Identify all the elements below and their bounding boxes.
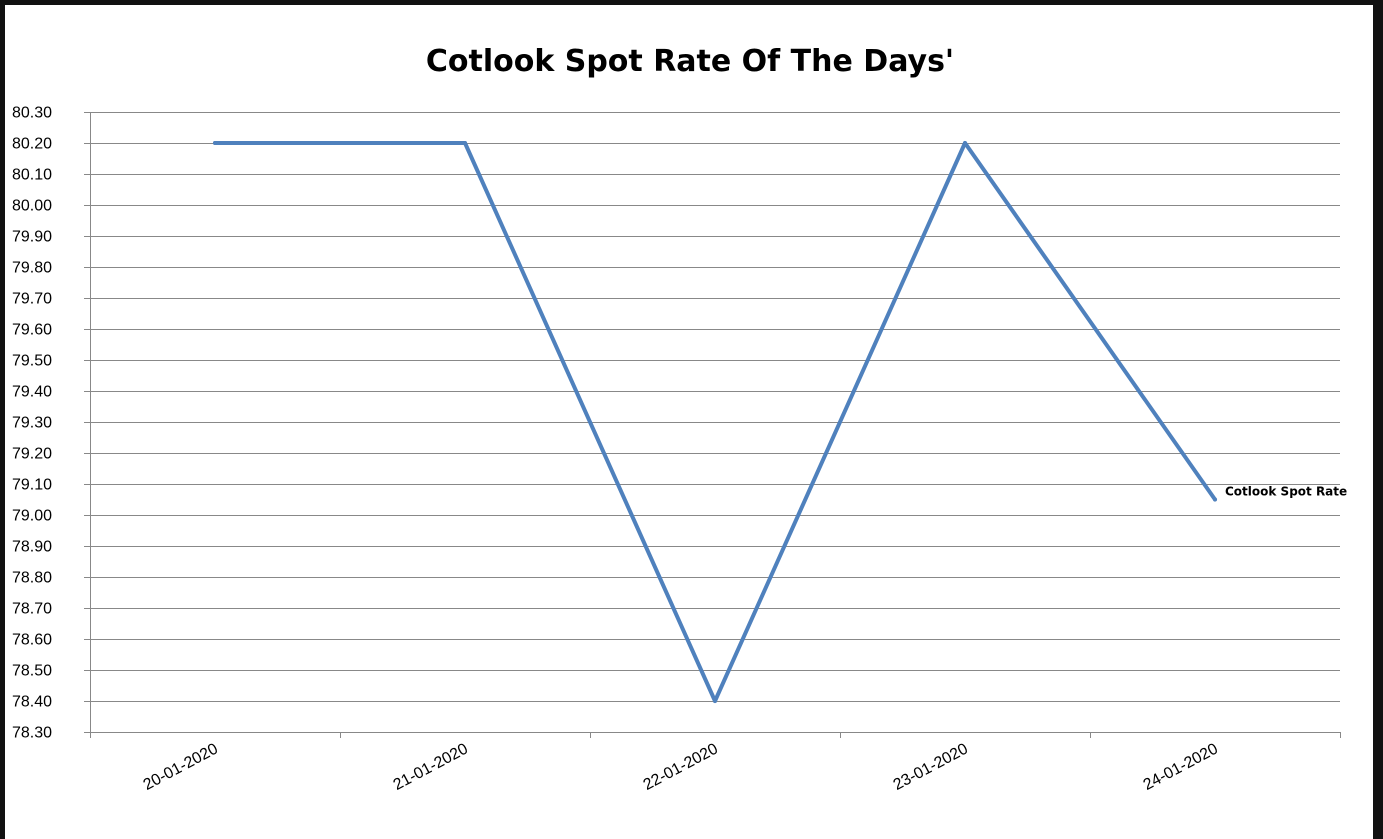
y-tick-label: 78.90 — [12, 539, 52, 556]
y-tick-label: 79.50 — [12, 353, 52, 370]
y-tick-label: 79.30 — [12, 415, 52, 432]
y-tick-label: 79.90 — [12, 229, 52, 246]
x-axis-ticks: 20-01-2020 21-01-2020 22-01-2020 23-01-2020… — [141, 740, 1221, 793]
series: Cotlook Spot Rate — [213, 141, 1347, 703]
y-tick-label: 80.00 — [12, 198, 52, 215]
x-tick-label: 22-01-2020 — [641, 740, 721, 793]
y-tick-label: 78.50 — [12, 663, 52, 680]
x-tick-label: 21-01-2020 — [391, 740, 471, 793]
x-tick-label: 20-01-2020 — [141, 740, 221, 793]
data-point — [213, 141, 217, 145]
y-tick-label: 78.40 — [12, 694, 52, 711]
chart-title: Cotlook Spot Rate Of The Days' — [426, 44, 954, 79]
y-tick-label: 78.30 — [12, 725, 52, 742]
y-tick-label: 79.80 — [12, 260, 52, 277]
y-tick-label: 79.70 — [12, 291, 52, 308]
data-point — [713, 699, 717, 703]
y-tick-label: 80.20 — [12, 136, 52, 153]
y-tick-label: 80.30 — [12, 105, 52, 122]
axes — [90, 112, 1341, 738]
gridlines — [84, 112, 1340, 733]
y-axis-ticks: 78.30 78.40 78.50 78.60 78.70 78.80 78.90 79.00… — [12, 105, 52, 742]
y-tick-label: 78.60 — [12, 632, 52, 649]
y-tick-label: 78.80 — [12, 570, 52, 587]
data-point — [1213, 497, 1217, 502]
y-tick-label: 79.00 — [12, 508, 52, 525]
x-tick-label: 23-01-2020 — [891, 740, 971, 793]
series-end-label: Cotlook Spot Rate — [1225, 485, 1347, 499]
x-tick-label: 24-01-2020 — [1141, 740, 1221, 793]
y-tick-label: 78.70 — [12, 601, 52, 618]
data-point — [963, 141, 967, 145]
y-tick-label: 80.10 — [12, 167, 52, 184]
y-tick-label: 79.40 — [12, 384, 52, 401]
y-tick-label: 79.60 — [12, 322, 52, 339]
y-tick-label: 79.10 — [12, 477, 52, 494]
data-point — [463, 141, 467, 145]
y-tick-label: 79.20 — [12, 446, 52, 463]
